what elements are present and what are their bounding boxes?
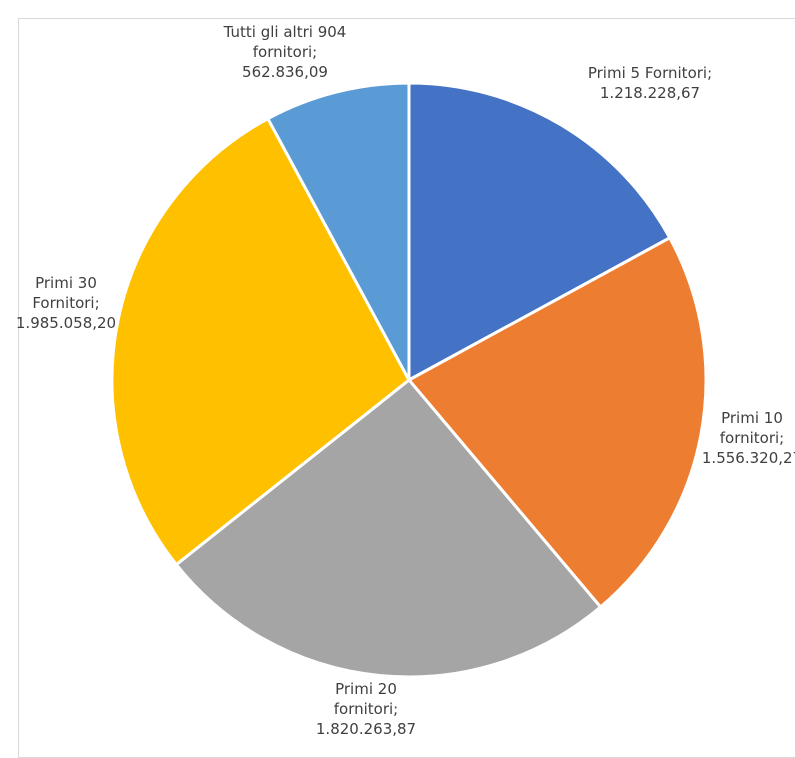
label-primi-20-line: 1.820.263,87 bbox=[316, 720, 416, 738]
slice-primi-5 bbox=[407, 81, 672, 382]
label-primi-20-line: fornitori; bbox=[334, 700, 398, 718]
label-primi-20-line: Primi 20 bbox=[335, 680, 397, 698]
label-primi-5: Primi 5 Fornitori; 1.218.228,67 bbox=[588, 64, 712, 102]
label-tutti-gli-altri-line: fornitori; bbox=[253, 43, 317, 61]
label-primi-5-line: Primi 5 Fornitori; bbox=[588, 64, 712, 82]
label-primi-30-line: Fornitori; bbox=[32, 294, 99, 312]
label-tutti-gli-altri-line: 562.836,09 bbox=[242, 63, 328, 81]
label-primi-10-line: Primi 10 bbox=[721, 409, 783, 427]
slice-primi-10 bbox=[407, 236, 708, 609]
label-primi-10-line: fornitori; bbox=[720, 429, 784, 447]
slice-primi-30 bbox=[110, 117, 411, 567]
label-primi-20: Primi 20 fornitori; 1.820.263,87 bbox=[316, 680, 416, 738]
slice-primi-20 bbox=[174, 378, 603, 679]
pie-data-labels: Primi 5 Fornitori; 1.218.228,67 Primi 10 fo… bbox=[16, 23, 795, 738]
label-primi-30: Primi 30 Fornitori; 1.985.058,20 bbox=[16, 274, 116, 332]
label-primi-30-line: Primi 30 bbox=[35, 274, 97, 292]
label-primi-30-line: 1.985.058,20 bbox=[16, 314, 116, 332]
slice-tutti-gli-altri bbox=[266, 81, 411, 382]
label-primi-5-line: 1.218.228,67 bbox=[600, 84, 700, 102]
label-primi-10: Primi 10 fornitori; 1.556.320,27 bbox=[702, 409, 795, 467]
label-tutti-gli-altri-line: Tutti gli altri 904 bbox=[223, 23, 347, 41]
label-primi-10-line: 1.556.320,27 bbox=[702, 449, 795, 467]
label-tutti-gli-altri: Tutti gli altri 904 fornitori; 562.836,09 bbox=[223, 23, 347, 81]
pie-slices bbox=[110, 81, 708, 679]
